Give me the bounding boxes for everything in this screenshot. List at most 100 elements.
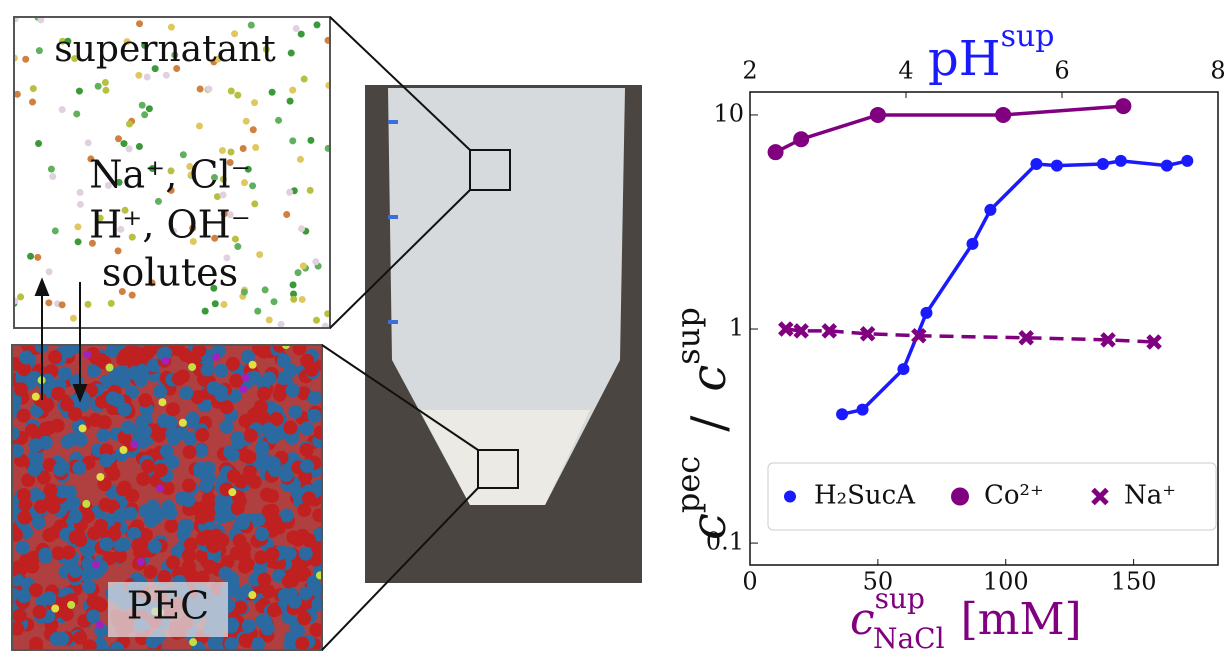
marker <box>1160 159 1173 172</box>
particle <box>179 151 187 159</box>
particle <box>47 165 55 173</box>
particle <box>261 422 276 437</box>
particle <box>257 572 272 587</box>
particle <box>73 432 88 447</box>
particle <box>34 499 49 514</box>
particle <box>160 481 175 496</box>
particle <box>51 227 59 235</box>
particle <box>209 528 224 543</box>
particle <box>29 85 37 93</box>
particle <box>170 227 178 235</box>
ions-label: H⁺, OH⁻ <box>89 203 251 247</box>
particle <box>138 412 153 427</box>
particle <box>239 384 248 393</box>
legend-marker <box>951 487 969 506</box>
particle <box>35 140 43 148</box>
particle <box>248 360 257 369</box>
pec-label: PEC <box>127 584 209 628</box>
particle <box>234 243 242 251</box>
particle <box>153 384 168 399</box>
particle <box>51 604 60 613</box>
particle <box>286 188 294 196</box>
tube-graduation <box>388 120 398 324</box>
particle <box>113 508 128 523</box>
particle <box>195 570 210 585</box>
particle <box>297 30 305 38</box>
particle <box>261 286 269 294</box>
particle <box>181 493 196 508</box>
particle <box>107 299 115 307</box>
particle <box>120 140 128 148</box>
particle <box>262 45 270 53</box>
particle <box>279 467 294 482</box>
particle <box>136 20 144 28</box>
particle <box>165 455 180 470</box>
particle <box>145 105 153 113</box>
particle <box>275 116 283 124</box>
particle <box>187 171 195 179</box>
particle <box>178 418 187 427</box>
particle <box>277 588 292 603</box>
particle <box>255 440 270 455</box>
particle <box>281 574 296 589</box>
particle <box>125 345 140 357</box>
particle <box>45 299 53 307</box>
particle <box>145 499 160 514</box>
particle <box>211 300 219 308</box>
particle <box>279 508 294 523</box>
particle <box>21 473 36 488</box>
marker <box>793 323 809 339</box>
particle <box>32 604 47 619</box>
particle <box>281 345 290 350</box>
particle <box>82 639 97 650</box>
particle <box>226 211 234 219</box>
marker <box>778 321 794 337</box>
y-axis-label-part: c <box>681 365 737 392</box>
particle <box>254 550 269 565</box>
particle <box>296 155 304 163</box>
y-axis-label-part: sup <box>669 307 707 365</box>
marker <box>984 203 997 216</box>
particle <box>206 539 221 554</box>
pec-label-bg <box>108 582 228 637</box>
marker <box>1114 154 1127 167</box>
particle <box>161 356 170 365</box>
legend-marker <box>1091 487 1109 506</box>
particle <box>231 235 239 243</box>
particle <box>211 234 219 242</box>
particle <box>231 30 239 38</box>
particle <box>141 41 149 49</box>
particle <box>274 382 289 397</box>
particle <box>287 49 295 57</box>
particle <box>324 36 330 44</box>
particle <box>141 459 156 474</box>
particle <box>269 412 284 427</box>
particle <box>183 431 198 446</box>
particle <box>298 586 313 601</box>
particle <box>12 621 25 636</box>
particle <box>123 38 131 46</box>
particle <box>28 583 43 598</box>
legend-label: H₂SucA <box>814 481 916 511</box>
series-line <box>774 104 1124 154</box>
particle <box>247 21 255 29</box>
particle <box>214 55 222 63</box>
particle <box>179 519 194 534</box>
particle <box>196 500 211 515</box>
particle <box>185 411 200 426</box>
legend-label: Co²⁺ <box>984 481 1044 511</box>
particle <box>57 366 72 381</box>
particle <box>35 47 43 55</box>
particle <box>226 583 241 598</box>
particle <box>232 533 247 548</box>
particle <box>299 421 314 436</box>
particle <box>190 390 205 405</box>
legend-marker <box>784 490 796 503</box>
particle <box>238 633 253 648</box>
particle <box>141 111 149 119</box>
particle <box>201 307 209 315</box>
particle <box>283 363 298 378</box>
particle <box>130 440 139 449</box>
particle <box>248 591 257 600</box>
particle <box>16 408 31 423</box>
